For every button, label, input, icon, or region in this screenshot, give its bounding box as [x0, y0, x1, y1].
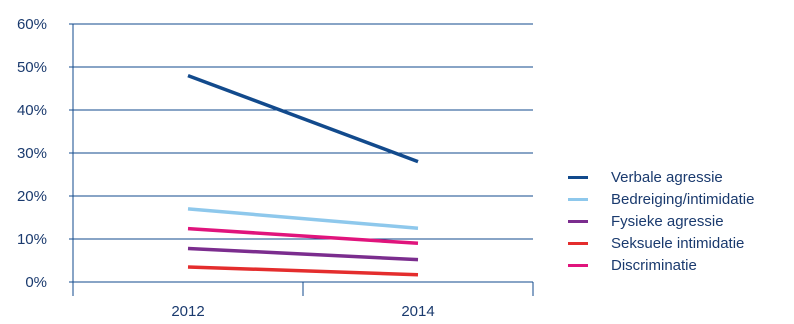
legend-label: Fysieke agressie [611, 212, 724, 230]
legend-label: Verbale agressie [611, 168, 723, 186]
series-line-seksuele-intimidatie [187, 265, 419, 277]
legend-label: Bedreiging/intimidatie [611, 190, 755, 208]
x-axis: 2012 2014 [171, 282, 534, 320]
legend-item-verbale-agressie: Verbale agressie [568, 166, 754, 188]
series-line-bedreiging-intimidatie [187, 207, 419, 230]
x-tick-label: 2012 [171, 303, 204, 320]
series-line-verbale-agressie [187, 73, 419, 164]
series-line-fysieke-agressie [187, 246, 419, 262]
legend-item-discriminatie: Discriminatie [568, 254, 754, 276]
legend-label: Discriminatie [611, 256, 697, 274]
legend-label: Seksuele intimidatie [611, 234, 745, 252]
legend-swatch [568, 263, 588, 267]
y-tick-label: 50% [17, 59, 47, 76]
y-tick-label: 20% [17, 188, 47, 205]
y-tick-label: 30% [17, 145, 47, 162]
y-tick-label: 0% [25, 274, 47, 291]
y-tick-label: 10% [17, 231, 47, 248]
legend-item-fysieke-agressie: Fysieke agressie [568, 210, 754, 232]
legend-swatch [568, 219, 588, 223]
y-axis: 0% 10% 20% 30% 40% 50% 60% [17, 16, 74, 296]
series-lines [187, 73, 419, 277]
x-tick-label: 2014 [401, 303, 434, 320]
series-line-discriminatie [187, 226, 419, 246]
y-tick-label: 60% [17, 16, 47, 33]
legend-item-bedreiging-intimidatie: Bedreiging/intimidatie [568, 188, 754, 210]
legend-item-seksuele-intimidatie: Seksuele intimidatie [568, 232, 754, 254]
y-tick-label: 40% [17, 102, 47, 119]
legend: Verbale agressie Bedreiging/intimidatie … [568, 166, 754, 276]
legend-swatch [568, 197, 588, 201]
legend-swatch [568, 241, 588, 245]
legend-swatch [568, 175, 588, 179]
gridlines [69, 23, 533, 283]
